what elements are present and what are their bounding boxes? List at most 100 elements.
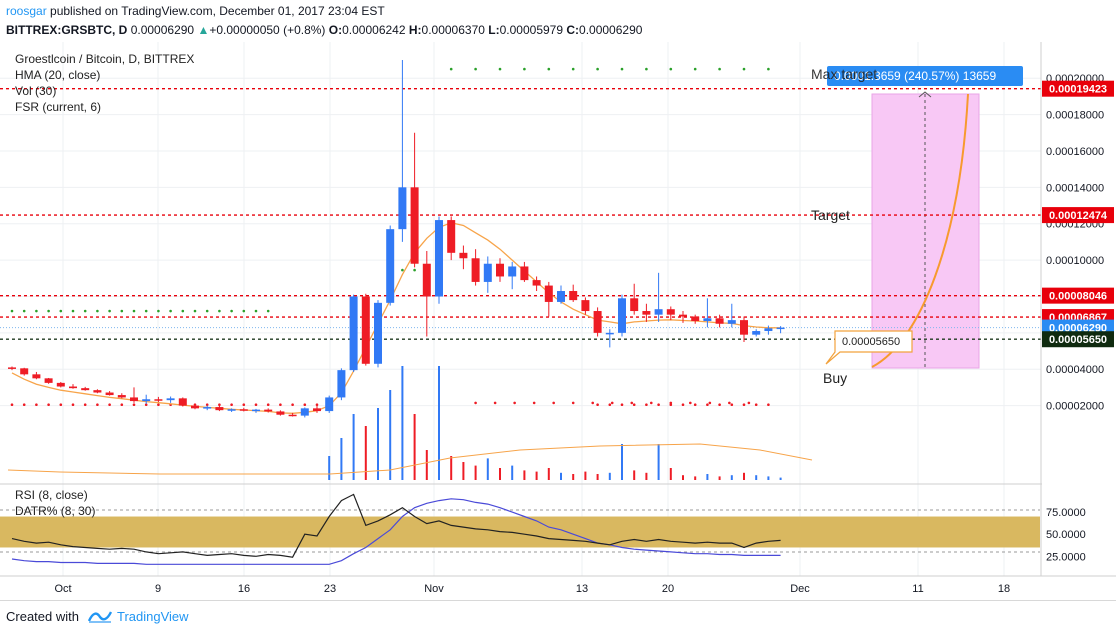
fsr-dot — [71, 309, 75, 313]
volume-bar — [377, 408, 379, 480]
author-link[interactable]: roosgar — [6, 4, 47, 18]
candle-body — [93, 390, 102, 393]
rsi-band — [0, 516, 1040, 548]
tradingview-link[interactable]: TradingView — [117, 609, 189, 624]
fsr-dot — [35, 309, 38, 313]
low-label: L: — [488, 23, 500, 37]
fsr-dot — [218, 403, 221, 407]
price-tag-label-max_target: 0.00019423 — [1049, 84, 1107, 96]
volume-bar — [779, 477, 782, 480]
candle-body — [313, 408, 321, 412]
volume-bar — [718, 476, 721, 480]
candle-body — [203, 407, 212, 409]
candle-body — [557, 291, 565, 302]
open-value: 0.00006242 — [342, 23, 406, 37]
indicator-legend: RSI (8, close) DATR% (8, 30) — [15, 487, 95, 519]
price-tag-label-r1: 0.00008046 — [1049, 291, 1107, 303]
candle-body — [544, 285, 553, 302]
volume-bar — [340, 438, 343, 480]
fsr-dot — [474, 67, 477, 71]
tradingview-logo-icon[interactable] — [88, 608, 112, 624]
candle-body — [166, 398, 175, 401]
fsr-dot — [59, 309, 63, 313]
volume-bar — [535, 471, 538, 480]
low-value: 0.00005979 — [499, 23, 564, 37]
volume-bar — [413, 414, 416, 480]
volume-bar — [511, 465, 514, 480]
volume-bar — [425, 450, 428, 480]
legend-rsi: RSI (8, close) — [15, 488, 88, 502]
time-tick-label: 13 — [576, 583, 588, 595]
fsr-dot — [449, 67, 453, 71]
publish-line: roosgar published on TradingView.com, De… — [6, 4, 385, 18]
time-tick-label: Oct — [54, 583, 71, 595]
fsr-dot — [630, 401, 634, 405]
price-tick-label: 0.00016000 — [1046, 146, 1104, 158]
time-tick-label: 23 — [324, 583, 336, 595]
candle-body — [398, 187, 407, 230]
candle-body — [727, 320, 736, 324]
price-levels — [0, 87, 1041, 340]
price-tag-max_target — [1042, 80, 1114, 97]
high-value: 0.00006370 — [421, 23, 485, 37]
fsr-dot — [230, 309, 233, 313]
target-zone — [871, 93, 980, 369]
volume-bar — [767, 476, 770, 480]
fsr-dot — [181, 309, 185, 313]
fsr-dot — [498, 67, 502, 71]
candle-body — [666, 309, 675, 315]
volume-bar — [560, 472, 562, 480]
fsr-dot — [10, 309, 14, 313]
fsr-dot — [532, 401, 536, 405]
candle-body — [32, 374, 41, 379]
rsi-tick-label: 75.0000 — [1046, 507, 1086, 519]
legend-fsr: FSR (current, 6) — [15, 100, 102, 114]
fsr-dot — [230, 403, 233, 407]
fsr-dot — [22, 309, 26, 313]
candle-body — [361, 296, 370, 364]
fsr-dot — [120, 309, 124, 313]
volume-bar — [450, 456, 453, 480]
candle-body — [325, 397, 334, 412]
price-chart[interactable]: 0.000020000.000040000.000060000.00008000… — [0, 42, 1116, 600]
fsr-dot — [22, 403, 26, 407]
symbol-label: BITTREX:GRSBTC, D — [6, 23, 128, 37]
up-arrow-icon: ▲ — [197, 23, 210, 37]
candle-body — [386, 229, 395, 303]
candle-body — [532, 280, 541, 286]
volume-bar — [474, 465, 477, 480]
candle-body — [191, 405, 199, 409]
price-tag-target — [1042, 207, 1114, 224]
close-label: C: — [566, 23, 580, 37]
candle-body — [20, 368, 29, 375]
rsi-tick-label: 50.0000 — [1046, 529, 1086, 541]
legend-title: Groestlcoin / Bitcoin, D, BITTREX — [15, 52, 195, 66]
time-tick-label: 11 — [912, 583, 923, 595]
ohlc-line: BITTREX:GRSBTC, D 0.00006290 ▲+0.0000005… — [6, 23, 642, 37]
candle-body — [154, 399, 163, 401]
candles — [8, 60, 785, 418]
fsr-dot — [120, 403, 124, 407]
volume-bar — [743, 472, 745, 480]
measure-arrow-icon — [918, 91, 932, 98]
candle-body — [435, 220, 443, 297]
fsr-dot — [193, 309, 197, 313]
volume-bar — [389, 390, 392, 480]
time-tick-label: 18 — [998, 583, 1010, 595]
fsr-dot — [266, 309, 270, 313]
candle-body — [105, 392, 114, 396]
last-price: 0.00006290 — [130, 23, 195, 37]
fsr-dot — [83, 309, 87, 313]
time-tick-label: Dec — [790, 583, 810, 595]
fsr-dot — [96, 403, 99, 407]
candle-body — [691, 316, 700, 322]
candle-body — [642, 311, 651, 315]
target-label: Target — [811, 207, 850, 223]
candle-body — [422, 263, 431, 297]
volume-bar — [486, 458, 489, 480]
volume-bar — [364, 426, 367, 480]
candle-body — [264, 409, 273, 412]
price-tick-label: 0.00002000 — [1046, 401, 1104, 413]
fsr-dot — [718, 403, 721, 407]
high-label: H: — [408, 23, 422, 37]
